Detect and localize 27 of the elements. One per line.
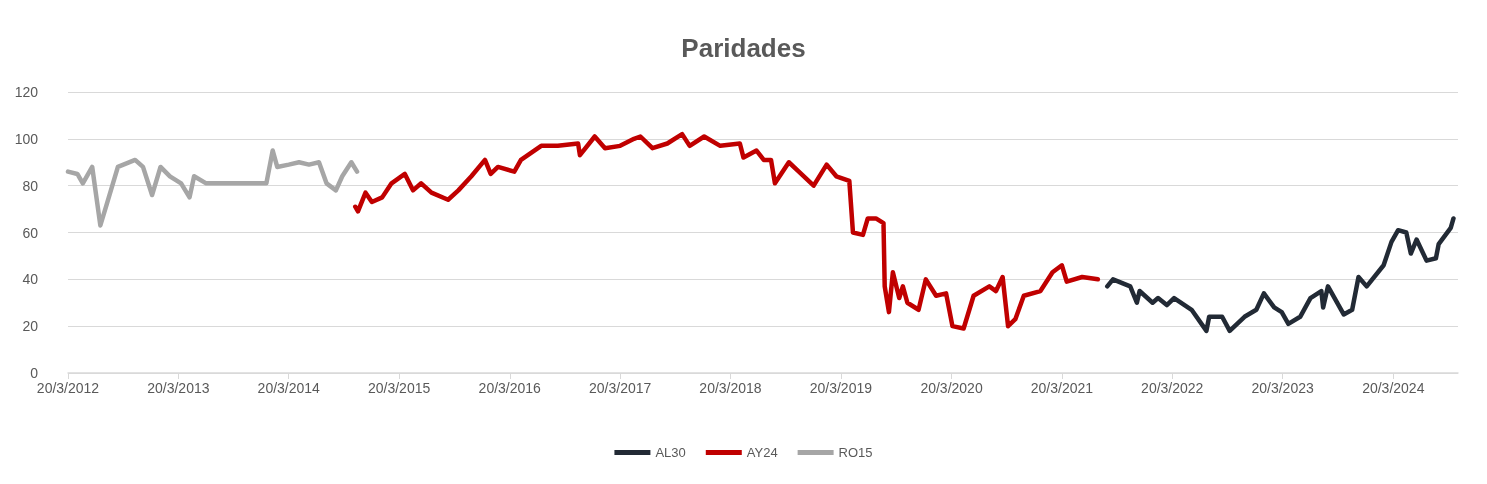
line-series <box>353 131 1101 331</box>
x-tick-label: 20/3/2023 <box>1251 380 1314 396</box>
x-tick-label: 20/3/2014 <box>257 380 321 396</box>
legend-label: AY24 <box>746 445 778 460</box>
chart-title: Paridades <box>681 33 806 63</box>
x-tick-label: 20/3/2015 <box>367 380 431 396</box>
x-tick-label: 20/3/2012 <box>36 380 100 396</box>
x-tick-label: 20/3/2017 <box>588 380 652 396</box>
line-series <box>65 148 360 228</box>
line-series <box>1105 216 1456 334</box>
x-tick-label: 20/3/2024 <box>1362 380 1425 396</box>
legend-label: AL30 <box>655 445 686 460</box>
y-tick-label: 0 <box>30 365 39 381</box>
y-tick-label: 20 <box>22 318 39 335</box>
x-tick-label: 20/3/2020 <box>920 380 983 396</box>
y-tick-label: 100 <box>14 130 39 147</box>
x-tick-label: 20/3/2022 <box>1141 380 1204 396</box>
x-tick-label: 20/3/2019 <box>809 380 873 396</box>
y-tick-label: 40 <box>22 271 39 288</box>
x-tick-label: 20/3/2016 <box>478 380 542 396</box>
x-tick-label: 20/3/2021 <box>1030 380 1094 396</box>
x-tick-label: 20/3/2013 <box>147 380 210 396</box>
x-tick-label: 20/3/2018 <box>699 380 762 396</box>
legend-label: RO15 <box>838 445 873 460</box>
y-tick-label: 120 <box>14 84 39 100</box>
y-tick-label: 60 <box>22 224 39 241</box>
y-tick-label: 80 <box>22 177 39 194</box>
